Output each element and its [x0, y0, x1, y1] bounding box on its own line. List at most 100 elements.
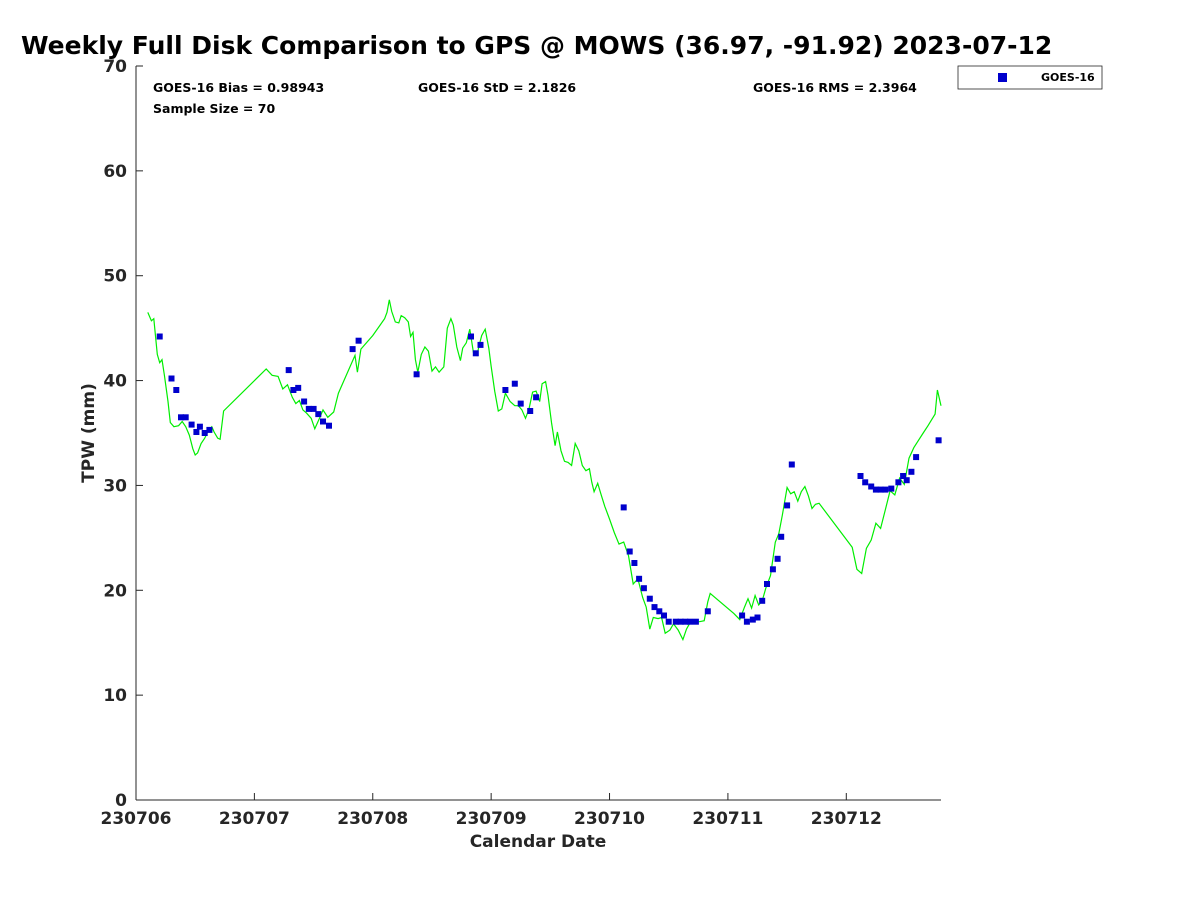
goes16-point	[310, 405, 317, 412]
goes16-point	[784, 502, 791, 509]
goes16-point	[739, 612, 746, 619]
x-tick-label: 230712	[811, 809, 882, 829]
goes16-point	[646, 595, 653, 602]
goes16-point	[687, 618, 693, 625]
goes16-point	[320, 418, 326, 425]
x-tick-label: 230711	[692, 809, 763, 829]
goes16-point	[620, 504, 627, 511]
plot-area: 0 10 20 30 40 50 60 70 230706 230707 230708 230709…	[101, 57, 942, 829]
goes16-point	[517, 400, 524, 407]
goes16-point	[764, 581, 770, 587]
x-axis-label: Calendar Date	[470, 832, 607, 852]
goes16-point	[640, 585, 647, 592]
x-tick-label: 230710	[574, 809, 645, 829]
goes16-point	[178, 414, 184, 421]
y-tick-label: 20	[103, 581, 127, 601]
goes16-point	[301, 398, 308, 405]
goes16-point	[935, 437, 942, 444]
stats-block: GOES-16 Bias = 0.98943 GOES-16 StD = 2.1…	[153, 80, 917, 116]
goes16-point	[651, 604, 658, 611]
goes16-point	[188, 421, 195, 428]
y-tick-label: 70	[103, 57, 127, 77]
goes16-point	[533, 394, 540, 401]
y-tick-label: 50	[103, 267, 127, 287]
goes16-point	[661, 612, 667, 619]
plot-background	[136, 66, 941, 800]
goes16-point	[877, 486, 884, 493]
gps-line	[147, 299, 942, 642]
goes16-point	[477, 341, 484, 348]
goes16-point	[862, 479, 869, 486]
goes16-point	[672, 618, 679, 625]
goes16-point	[692, 618, 699, 625]
goes16-point	[754, 614, 761, 621]
goes16-point	[193, 429, 200, 435]
legend: GOES-16	[957, 65, 1103, 90]
y-tick-label: 60	[103, 162, 127, 182]
x-tick-label: 230707	[219, 809, 290, 829]
goes16-point	[206, 426, 213, 433]
goes16-point	[882, 486, 889, 493]
goes16-point	[759, 597, 766, 604]
goes16-point	[788, 461, 795, 468]
goes16-point	[913, 454, 920, 461]
goes16-point	[355, 337, 362, 344]
goes16-point	[778, 533, 785, 540]
goes16-point	[636, 575, 643, 582]
goes16-point	[168, 375, 175, 382]
x-tick-label: 230706	[101, 809, 172, 829]
goes16-point	[888, 485, 895, 492]
goes16-point	[872, 486, 879, 493]
goes16-point	[156, 333, 163, 340]
goes16-point	[631, 560, 638, 566]
y-tick-label: 0	[115, 791, 127, 811]
rms-stat: GOES-16 RMS = 2.3964	[753, 80, 917, 95]
goes16-point	[285, 367, 292, 374]
goes16-point	[900, 473, 907, 479]
chart-title: Weekly Full Disk Comparison to GPS @ MOW…	[21, 31, 1052, 60]
goes16-point	[868, 483, 875, 490]
goes16-point	[656, 608, 663, 615]
goes16-point	[774, 555, 781, 562]
goes16-point	[413, 371, 420, 378]
goes16-point	[677, 618, 684, 625]
goes16-point	[196, 423, 203, 430]
goes16-point	[201, 430, 208, 436]
goes16-point	[857, 473, 864, 479]
y-ticks: 0 10 20 30 40 50 60 70	[103, 57, 143, 811]
goes16-point	[704, 608, 711, 615]
goes16-point	[468, 333, 474, 340]
goes16-point	[682, 618, 689, 625]
goes16-points-series	[156, 333, 942, 625]
x-tick-label: 230708	[337, 809, 408, 829]
goes16-point	[743, 618, 750, 625]
goes16-point	[349, 346, 356, 353]
goes16-point	[472, 350, 479, 357]
goes16-point	[769, 566, 776, 573]
goes16-point	[511, 380, 518, 387]
goes16-point	[895, 479, 902, 486]
goes16-point	[182, 414, 189, 421]
goes16-point	[908, 468, 915, 475]
goes16-point	[502, 387, 509, 393]
goes16-point	[903, 477, 910, 484]
goes16-point	[290, 387, 297, 393]
goes16-point	[295, 384, 302, 391]
gps-line-series	[147, 299, 942, 642]
goes16-point	[315, 411, 322, 418]
std-stat: GOES-16 StD = 2.1826	[418, 80, 576, 95]
bias-stat: GOES-16 Bias = 0.98943	[153, 80, 324, 95]
goes16-point	[749, 616, 756, 623]
y-tick-label: 30	[103, 476, 127, 496]
y-tick-label: 40	[103, 372, 127, 392]
y-tick-label: 10	[103, 686, 127, 706]
goes16-point	[326, 422, 332, 429]
sample-size-stat: Sample Size = 70	[153, 101, 275, 116]
goes16-point	[527, 408, 534, 414]
goes16-point	[173, 387, 180, 393]
x-tick-label: 230709	[456, 809, 527, 829]
goes16-point	[305, 405, 312, 412]
legend-marker-goes16	[998, 73, 1007, 82]
y-axis-label: TPW (mm)	[79, 383, 99, 483]
